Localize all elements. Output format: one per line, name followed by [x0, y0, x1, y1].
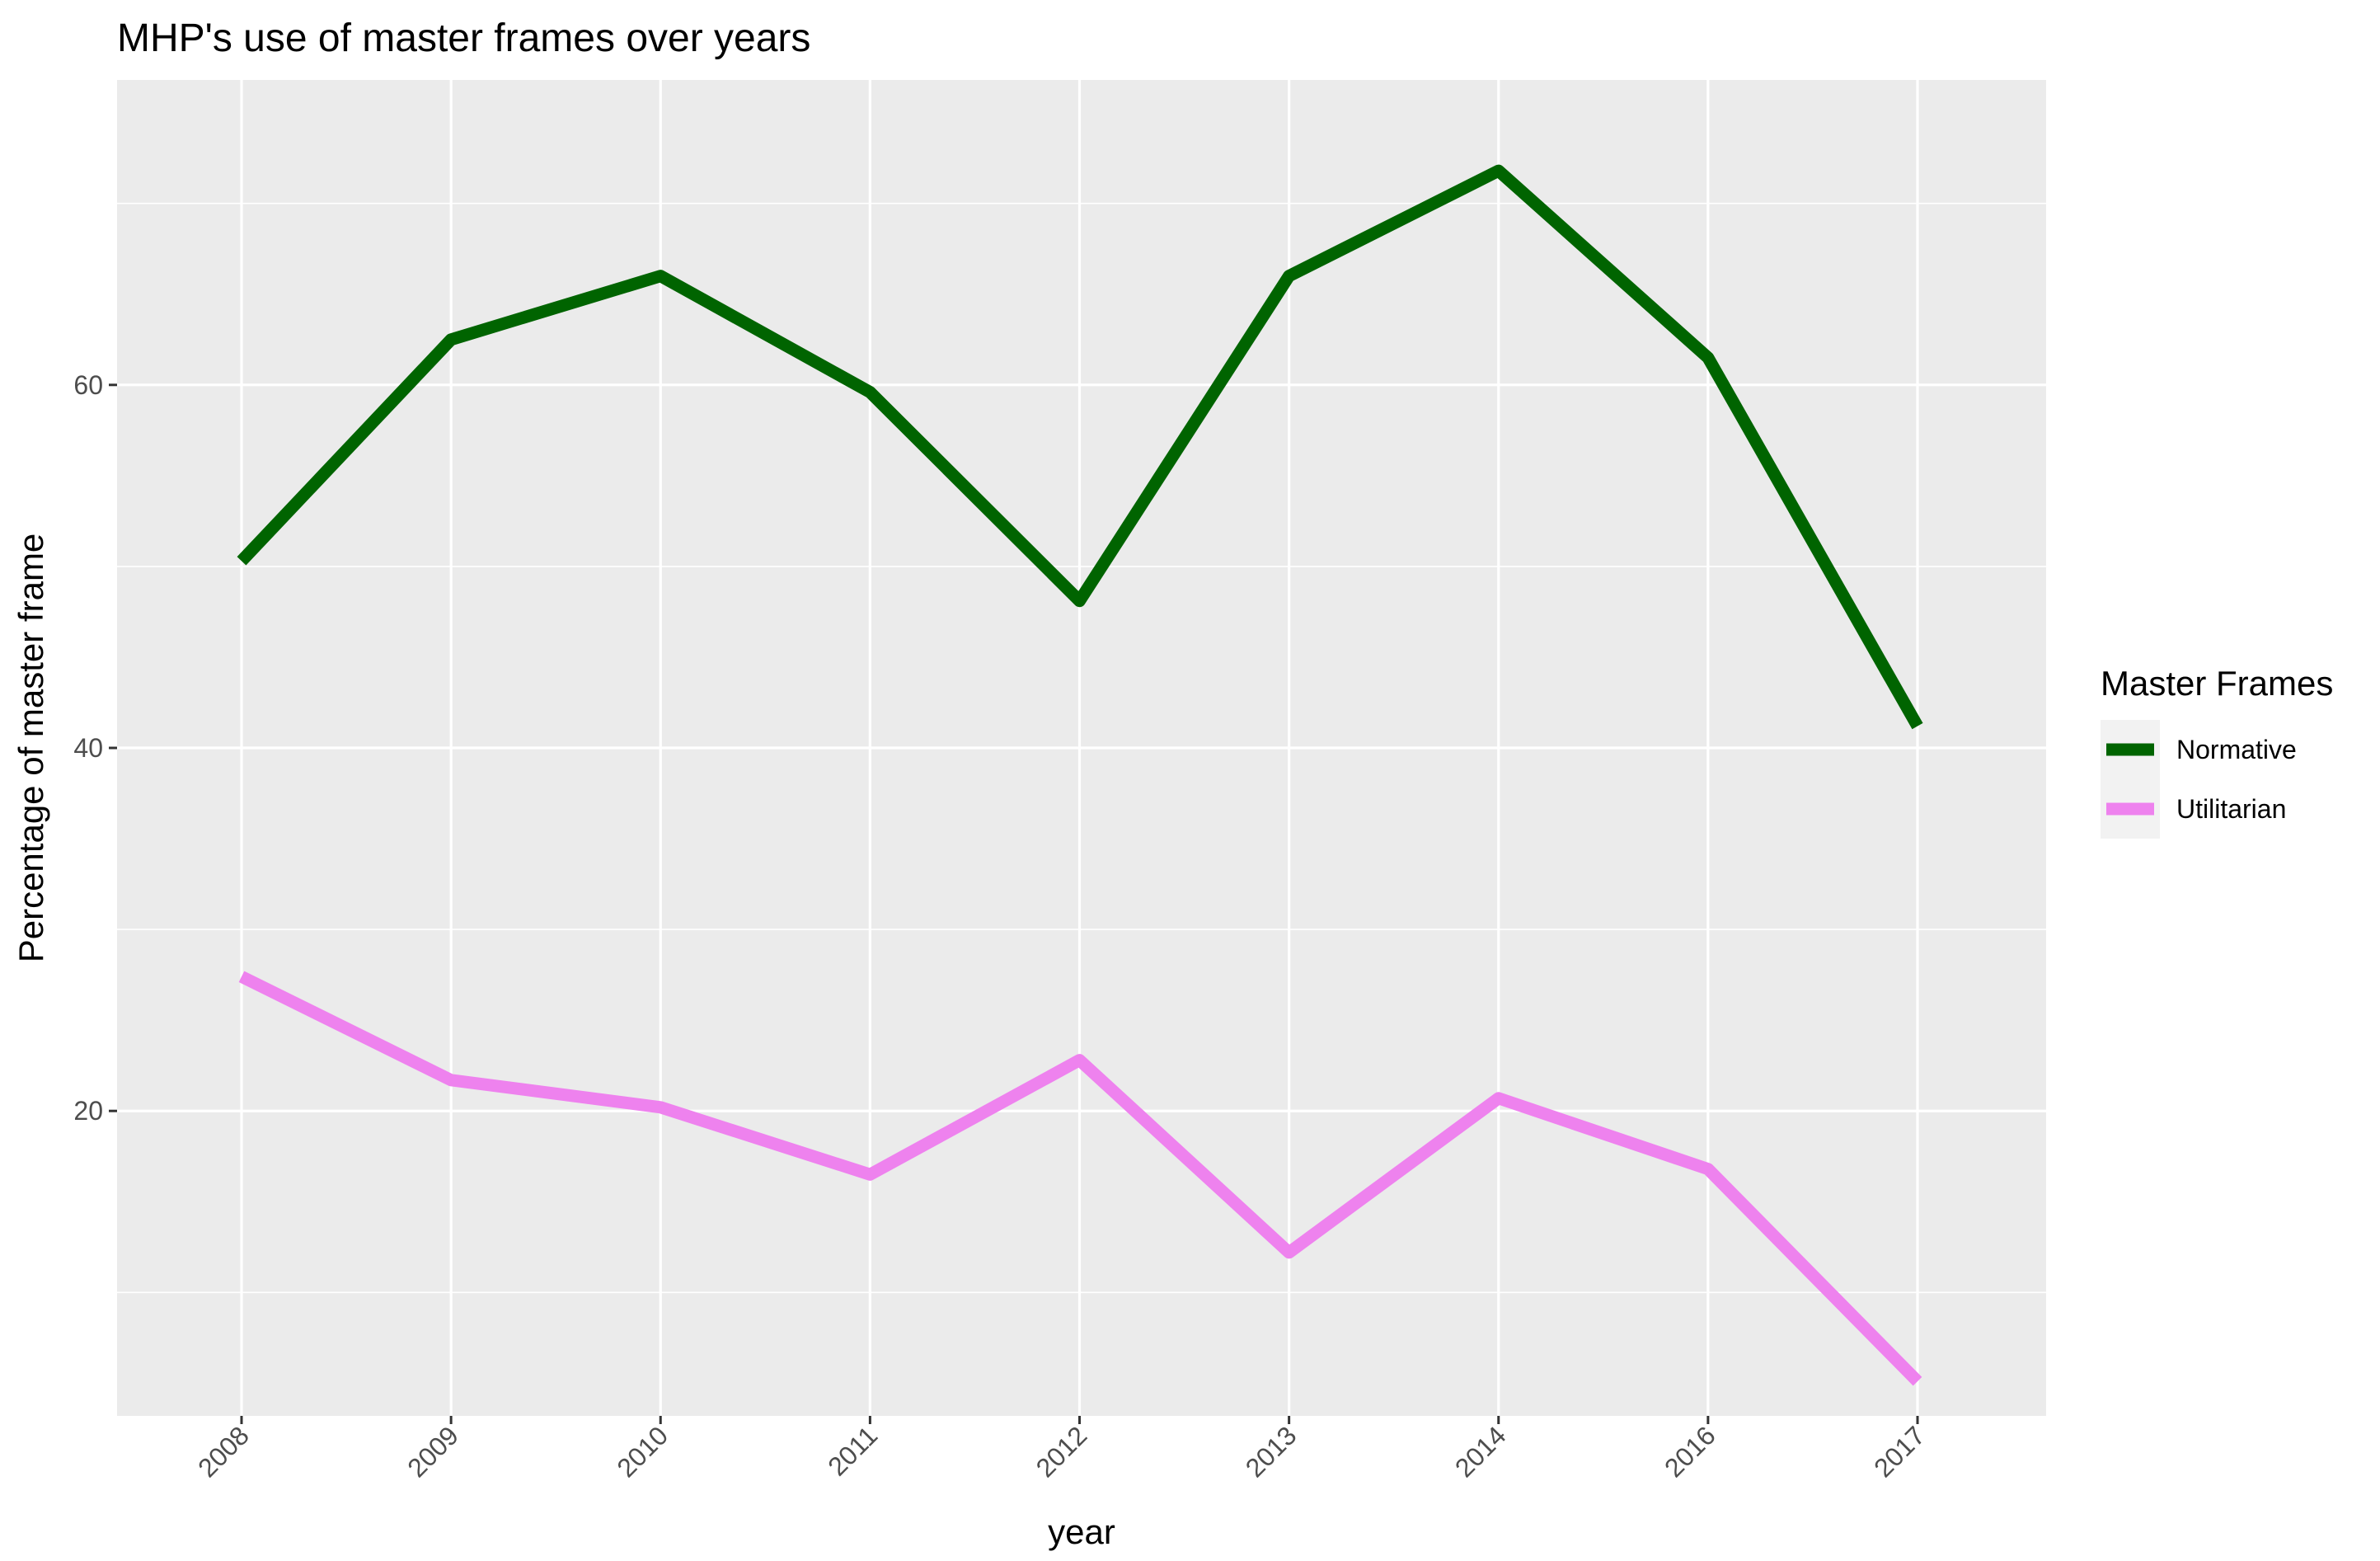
x-tick-label: 2010	[611, 1420, 674, 1483]
series-lines	[237, 164, 1923, 1386]
y-tick-label: 60	[73, 370, 103, 400]
major-gridlines-x	[240, 80, 1919, 1416]
x-axis: 2008 2009 2010 2011 2012 2013 2014 2016 2017	[192, 1416, 1931, 1483]
series-line-normative	[237, 164, 1923, 730]
x-tick-label: 2009	[401, 1420, 464, 1483]
y-axis-label: Percentage of master frame	[12, 534, 50, 963]
legend: Master Frames Normative Utilitarian	[2101, 664, 2333, 839]
y-axis: 20 40 60	[73, 370, 117, 1126]
y-tick-label: 20	[73, 1096, 103, 1126]
series-line-utilitarian	[238, 971, 1922, 1386]
x-axis-label: year	[1048, 1512, 1115, 1551]
x-tick-label: 2016	[1659, 1420, 1721, 1483]
minor-gridlines	[117, 202, 2046, 1294]
x-tick-label: 2014	[1449, 1420, 1512, 1483]
chart-title: MHP's use of master frames over years	[117, 16, 810, 60]
x-tick-label: 2008	[192, 1420, 255, 1483]
x-tick-label: 2017	[1868, 1420, 1931, 1483]
legend-title: Master Frames	[2101, 664, 2333, 703]
x-tick-label: 2013	[1240, 1420, 1303, 1483]
y-tick-label: 40	[73, 733, 103, 763]
legend-items: Normative Utilitarian	[2101, 720, 2297, 839]
x-tick-label: 2012	[1030, 1420, 1093, 1483]
legend-label-normative: Normative	[2176, 735, 2297, 764]
x-tick-label: 2011	[822, 1420, 883, 1481]
legend-label-utilitarian: Utilitarian	[2176, 794, 2286, 824]
